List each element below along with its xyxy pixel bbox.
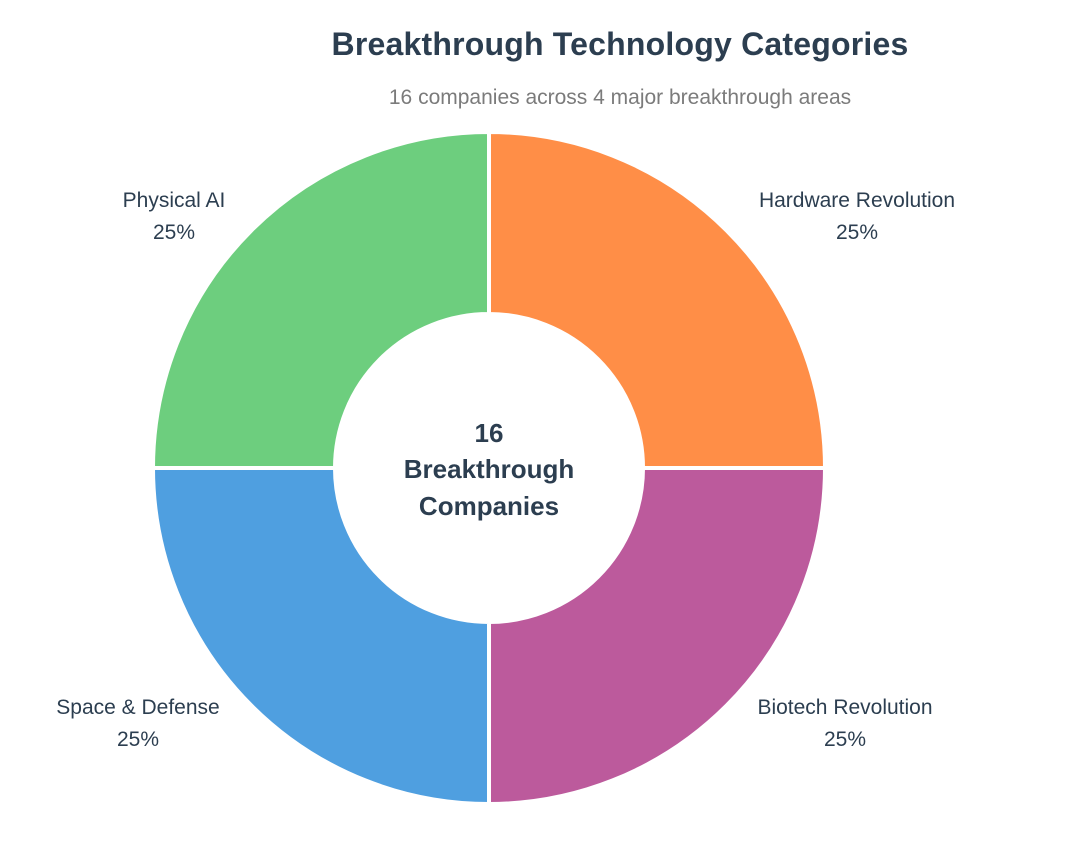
slice-percent-label: 25% [836, 221, 878, 244]
slice-space-defense[interactable] [150, 466, 491, 807]
slice-hardware-revolution[interactable] [487, 129, 828, 470]
center-text-line-3: Companies [419, 491, 559, 521]
slice-label: Biotech Revolution [757, 696, 932, 719]
slice-label: Hardware Revolution [759, 189, 955, 212]
chart-subtitle: 16 companies across 4 major breakthrough… [388, 86, 852, 109]
center-text-line-1: 16 [475, 418, 504, 448]
slice-percent-label: 25% [117, 728, 159, 751]
center-text-line-2: Breakthrough [404, 454, 574, 484]
slice-biotech-revolution[interactable] [487, 466, 828, 807]
slice-labels: Hardware Revolution 25% Biotech Revolution… [56, 189, 955, 751]
slice-percent-label: 25% [153, 221, 195, 244]
center-text: 16 Breakthrough Companies [404, 418, 574, 521]
slice-label: Physical AI [123, 189, 226, 212]
chart-title: Breakthrough Technology Categories [331, 26, 909, 62]
slice-label: Space & Defense [56, 696, 219, 719]
donut-slices [150, 129, 828, 807]
slice-percent-label: 25% [824, 728, 866, 751]
slice-physical-ai[interactable] [150, 129, 491, 470]
